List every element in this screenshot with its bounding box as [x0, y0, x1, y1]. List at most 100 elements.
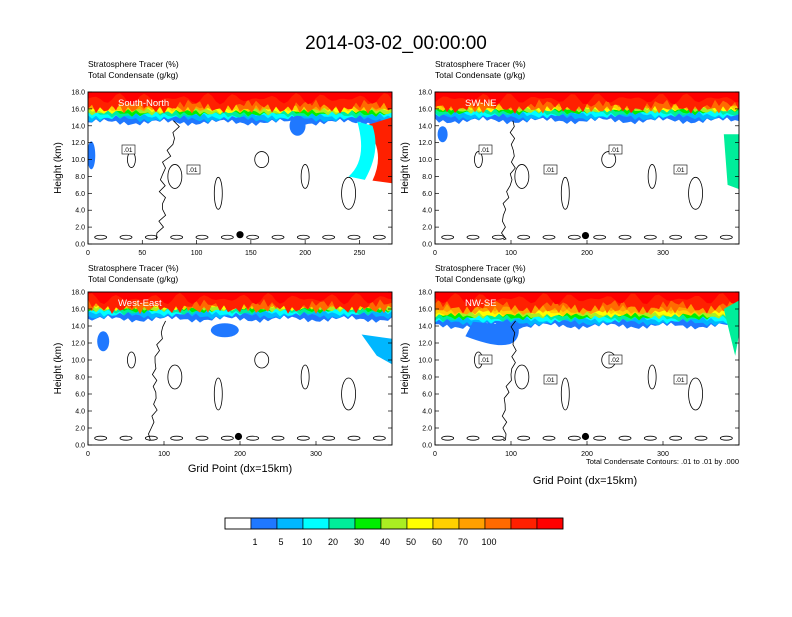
colorbar-label: 50	[406, 537, 416, 547]
panel-name: South-North	[118, 98, 169, 109]
contour-cell	[560, 377, 570, 411]
tracer-blob	[97, 331, 110, 352]
contour-cell	[341, 176, 356, 210]
colorbar-swatch	[224, 517, 252, 530]
contour-cell	[127, 351, 136, 369]
contour-cell	[542, 234, 556, 240]
y-tick-label: 10.0	[71, 157, 85, 164]
y-tick-label: 12.0	[71, 341, 85, 348]
colorbar-swatch	[406, 517, 434, 530]
y-tick-label: 2.0	[75, 225, 85, 232]
contour-cell	[254, 351, 270, 369]
x-tick-label: 200	[234, 451, 246, 458]
y-tick-label: 0.0	[75, 242, 85, 249]
panel-header-line1: Stratosphere Tracer (%)	[88, 263, 179, 273]
svg-text:.02: .02	[610, 357, 619, 364]
contour-cell	[491, 435, 505, 441]
contour-cell	[643, 234, 657, 240]
contour-label: .01	[543, 374, 558, 385]
x-tick-label: 0	[86, 250, 90, 257]
svg-text:.01: .01	[545, 377, 554, 384]
y-tick-label: 2.0	[422, 225, 432, 232]
contour-cell	[195, 234, 209, 240]
y-tick-label: 4.0	[422, 208, 432, 215]
contour-cell	[567, 435, 581, 441]
contour-cell	[271, 435, 285, 441]
colorbar-label: 5	[278, 537, 283, 547]
y-axis-label: Height (km)	[53, 142, 64, 194]
y-tick-label: 10.0	[71, 358, 85, 365]
svg-text:.01: .01	[480, 147, 489, 154]
svg-text:Grid Point (dx=15km): Grid Point (dx=15km)	[188, 463, 292, 475]
colorbar-label: 40	[380, 537, 390, 547]
x-tick-label: 0	[86, 451, 90, 458]
colorbar-label: 1	[252, 537, 257, 547]
tracer-descent	[361, 334, 392, 365]
svg-text:Grid Point (dx=15km): Grid Point (dx=15km)	[533, 475, 637, 487]
x-tick-label: 0	[433, 250, 437, 257]
colorbar-label: 10	[302, 537, 312, 547]
y-tick-label: 8.0	[75, 375, 85, 382]
y-tick-label: 6.0	[75, 392, 85, 399]
panel-name: NW-SE	[465, 298, 497, 309]
contour-cell	[694, 435, 708, 441]
colorbar-label: 70	[458, 537, 468, 547]
contour-cell	[296, 234, 310, 240]
contour-cell	[466, 234, 480, 240]
y-axis-label: Height (km)	[400, 142, 411, 194]
contour-label: .02	[608, 354, 623, 365]
location-marker	[581, 432, 590, 441]
colorbar-label: 30	[354, 537, 364, 547]
svg-text:.01: .01	[675, 377, 684, 384]
contour-label: .01	[608, 144, 623, 155]
panel-header-line1: Stratosphere Tracer (%)	[435, 59, 526, 69]
tracer-field	[435, 92, 739, 190]
condensate-contours	[94, 320, 386, 442]
panel-header-line1: Stratosphere Tracer (%)	[435, 263, 526, 273]
y-tick-label: 4.0	[75, 208, 85, 215]
tracer-lobe	[465, 321, 519, 346]
contour-cell	[347, 435, 361, 441]
tracer-blob	[210, 323, 239, 338]
contour-cell	[719, 435, 733, 441]
contour-cell	[694, 234, 708, 240]
tracer-field	[88, 92, 392, 184]
contour-cell	[517, 435, 531, 441]
panel-header-line2: Total Condensate (g/kg)	[88, 274, 178, 284]
tracer-band-11	[88, 92, 392, 105]
colorbar-frame	[224, 517, 564, 530]
y-tick-label: 18.0	[71, 90, 85, 97]
colorbar-swatch	[380, 517, 408, 530]
contour-cell	[347, 234, 361, 240]
contour-cell	[246, 435, 260, 441]
contour-cell	[669, 234, 683, 240]
y-tick-label: 2.0	[422, 426, 432, 433]
tracer-blob	[88, 141, 96, 170]
contour-label: .01	[673, 164, 688, 175]
tracer-descent	[723, 300, 739, 356]
panel-header-line1: Stratosphere Tracer (%)	[88, 59, 179, 69]
condensate-contours	[441, 120, 733, 241]
svg-text:.01: .01	[610, 147, 619, 154]
y-tick-label: 10.0	[418, 358, 432, 365]
colorbar-swatch	[432, 517, 460, 530]
colorbar: 1 5 10 20 30 40 50 60 70 100	[224, 517, 564, 547]
contour-cell	[514, 164, 530, 189]
x-tick-label: 0	[433, 451, 437, 458]
y-axis-label: Height (km)	[53, 343, 64, 395]
x-tick-label: 100	[505, 250, 517, 257]
y-tick-label: 16.0	[418, 106, 432, 113]
contour-cell	[643, 435, 657, 441]
y-tick-label: 14.0	[418, 123, 432, 130]
y-axis-label: Height (km)	[400, 343, 411, 395]
contour-cell	[517, 234, 531, 240]
contour-cell	[341, 377, 356, 411]
y-tick-label: 12.0	[418, 140, 432, 147]
svg-text:.01: .01	[123, 147, 132, 154]
contour-cell	[441, 234, 455, 240]
contour-label: .01	[543, 164, 558, 175]
tracer-descent	[723, 134, 739, 190]
contour-cell	[144, 234, 158, 240]
y-tick-label: 0.0	[422, 443, 432, 450]
